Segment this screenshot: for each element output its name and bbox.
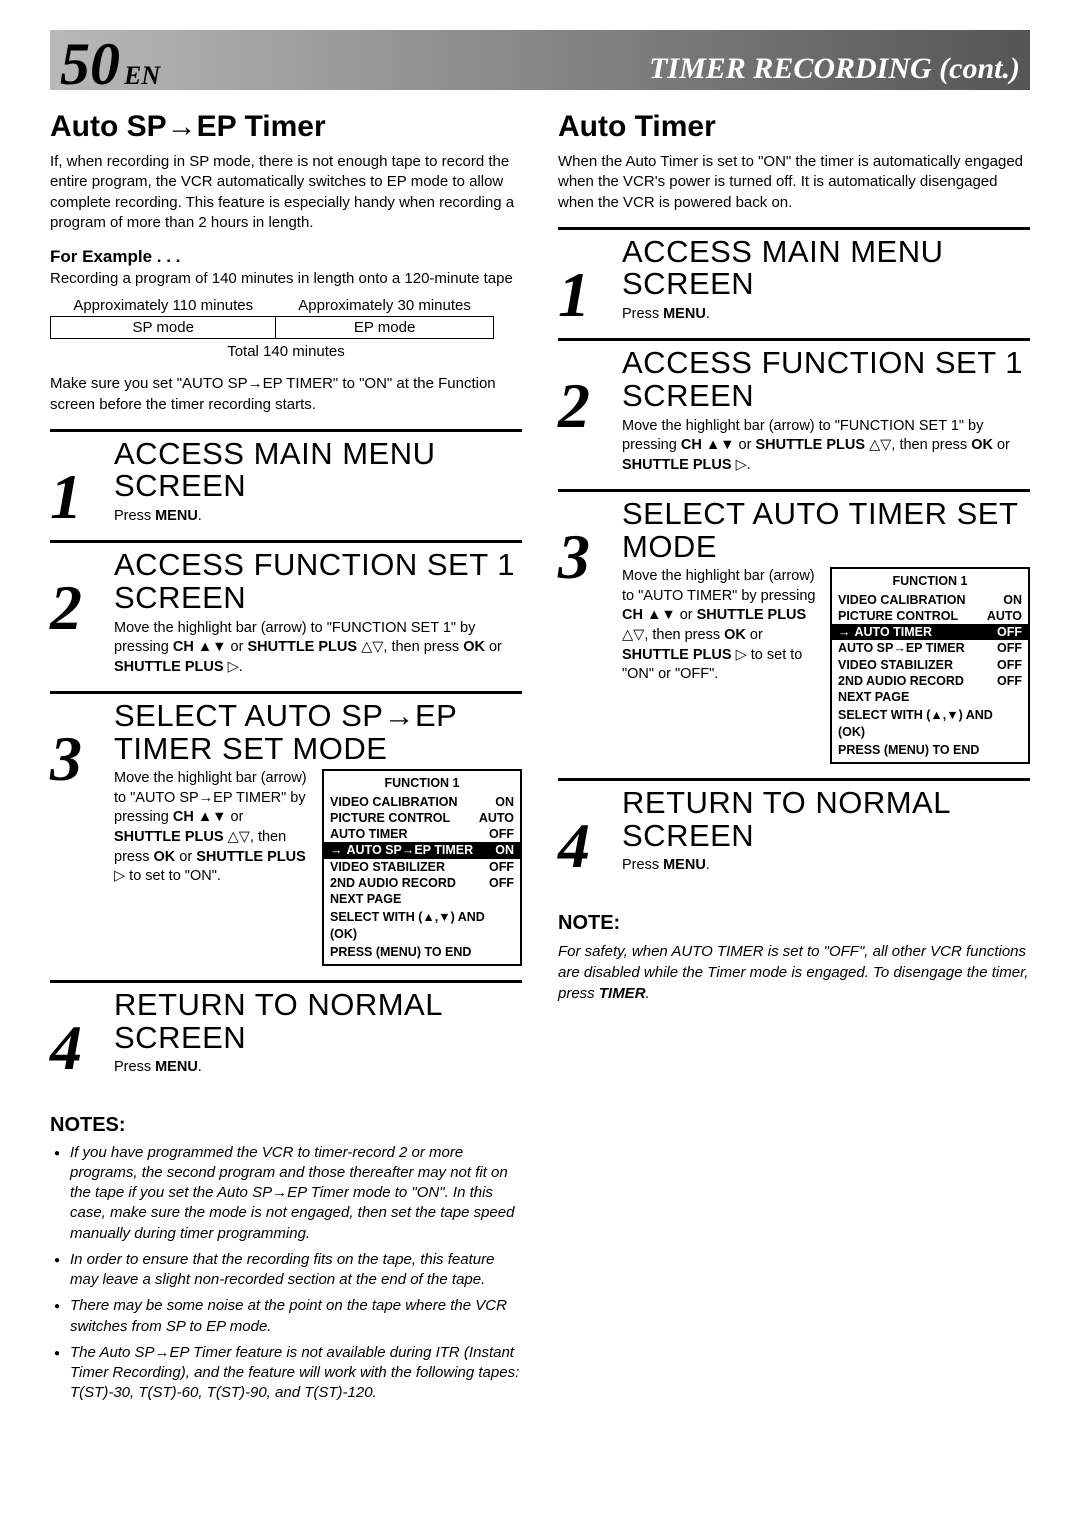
left-feature-title: Auto SP→EP Timer <box>50 110 522 144</box>
right-intro: When the Auto Timer is set to "ON" the t… <box>558 152 1030 213</box>
step-4: 4 RETURN TO NORMAL SCREEN Press MENU. <box>50 980 522 1078</box>
step-text: Press MENU. <box>622 856 1030 876</box>
step-number: 4 <box>558 817 622 876</box>
example-title: For Example . . . <box>50 247 522 267</box>
step-text: Move the highlight bar (arrow) to "AUTO … <box>622 567 820 684</box>
osd-screen: FUNCTION 1 VIDEO CALIBRATIONONPICTURE CO… <box>830 567 1030 764</box>
table-cell-1: SP mode <box>51 317 276 339</box>
right-column: Auto Timer When the Auto Timer is set to… <box>558 110 1030 1410</box>
step-number: 3 <box>558 528 622 764</box>
step-title: SELECT AUTO SP→EP TIMER SET MODE <box>114 700 522 765</box>
step-title: RETURN TO NORMAL SCREEN <box>622 787 1030 852</box>
step-4: 4 RETURN TO NORMAL SCREEN Press MENU. <box>558 778 1030 876</box>
step-title: ACCESS MAIN MENU SCREEN <box>622 236 1030 301</box>
note-body: For safety, when AUTO TIMER is set to "O… <box>558 941 1030 1004</box>
step-number: 2 <box>50 579 114 677</box>
step-2: 2 ACCESS FUNCTION SET 1 SCREEN Move the … <box>558 338 1030 475</box>
step-number: 2 <box>558 377 622 475</box>
step-number: 3 <box>50 730 114 966</box>
note-item: There may be some noise at the point on … <box>50 1296 522 1337</box>
table-total: Total 140 minutes <box>50 343 522 360</box>
step-1: 1 ACCESS MAIN MENU SCREEN Press MENU. <box>50 429 522 527</box>
notes-list: If you have programmed the VCR to timer-… <box>50 1143 522 1404</box>
note-item: If you have programmed the VCR to timer-… <box>50 1143 522 1244</box>
page-number: 50EN <box>60 34 160 94</box>
step-title: ACCESS FUNCTION SET 1 SCREEN <box>622 347 1030 412</box>
step-2: 2 ACCESS FUNCTION SET 1 SCREEN Move the … <box>50 540 522 677</box>
right-feature-title: Auto Timer <box>558 110 1030 144</box>
note-item: The Auto SP→EP Timer feature is not avai… <box>50 1343 522 1404</box>
step-title: SELECT AUTO TIMER SET MODE <box>622 498 1030 563</box>
note-title: NOTE: <box>558 912 1030 935</box>
osd-screen: FUNCTION 1 VIDEO CALIBRATIONONPICTURE CO… <box>322 769 522 966</box>
step-number: 1 <box>558 266 622 325</box>
table-header-1: Approximately 110 minutes <box>51 295 276 317</box>
notes-title: NOTES: <box>50 1114 522 1137</box>
step-text: Move the highlight bar (arrow) to "AUTO … <box>114 769 312 886</box>
left-intro: If, when recording in SP mode, there is … <box>50 152 522 233</box>
page-number-value: 50 <box>60 31 120 97</box>
example-text: Recording a program of 140 minutes in le… <box>50 269 522 289</box>
step-number: 4 <box>50 1019 114 1078</box>
step-3: 3 SELECT AUTO TIMER SET MODE Move the hi… <box>558 489 1030 764</box>
makesure-text: Make sure you set "AUTO SP→EP TIMER" to … <box>50 374 522 415</box>
step-number: 1 <box>50 468 114 527</box>
step-text: Press MENU. <box>622 305 1030 325</box>
tape-table: Approximately 110 minutes Approximately … <box>50 295 494 339</box>
step-title: RETURN TO NORMAL SCREEN <box>114 989 522 1054</box>
step-1: 1 ACCESS MAIN MENU SCREEN Press MENU. <box>558 227 1030 325</box>
page-lang: EN <box>124 61 160 90</box>
note-item: In order to ensure that the recording fi… <box>50 1250 522 1291</box>
page-header: 50EN TIMER RECORDING (cont.) <box>50 30 1030 90</box>
step-3: 3 SELECT AUTO SP→EP TIMER SET MODE Move … <box>50 691 522 966</box>
left-column: Auto SP→EP Timer If, when recording in S… <box>50 110 522 1410</box>
step-text: Move the highlight bar (arrow) to "FUNCT… <box>114 619 522 678</box>
section-title: TIMER RECORDING (cont.) <box>649 52 1020 86</box>
step-text: Press MENU. <box>114 1058 522 1078</box>
table-cell-2: EP mode <box>276 317 493 339</box>
step-title: ACCESS MAIN MENU SCREEN <box>114 438 522 503</box>
step-text: Move the highlight bar (arrow) to "FUNCT… <box>622 417 1030 476</box>
table-header-2: Approximately 30 minutes <box>276 295 493 317</box>
step-title: ACCESS FUNCTION SET 1 SCREEN <box>114 549 522 614</box>
step-text: Press MENU. <box>114 507 522 527</box>
